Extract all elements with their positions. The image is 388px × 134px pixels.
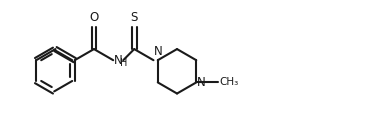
Text: H: H (120, 58, 128, 68)
Text: CH₃: CH₃ (220, 77, 239, 87)
Text: N: N (114, 54, 123, 67)
Text: S: S (130, 11, 138, 24)
Text: O: O (89, 11, 99, 24)
Text: N: N (154, 45, 163, 58)
Text: N: N (197, 76, 206, 89)
